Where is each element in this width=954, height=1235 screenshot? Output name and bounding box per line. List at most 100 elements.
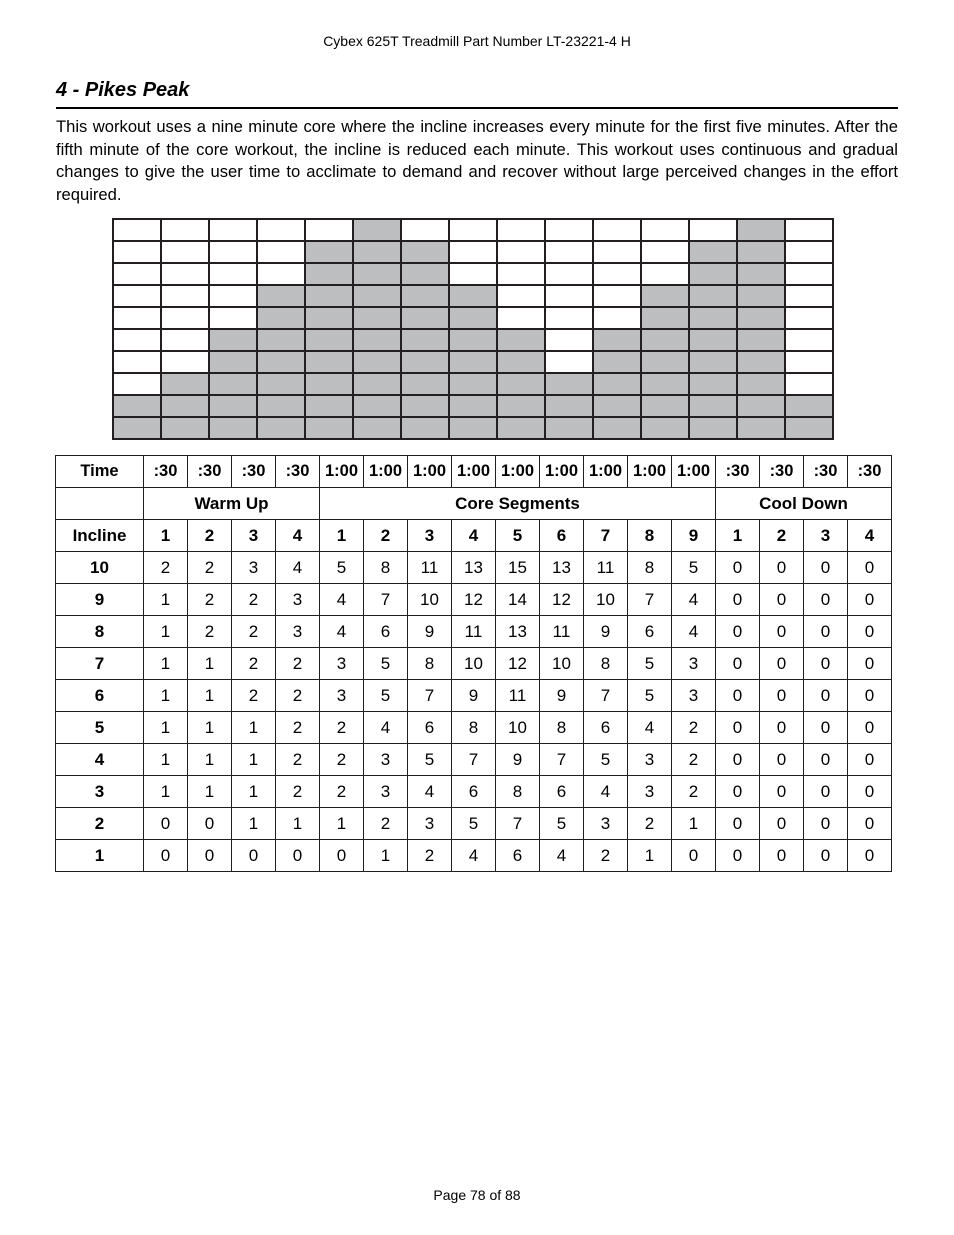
profile-cell-empty: [784, 372, 834, 396]
incline-value: 0: [715, 551, 760, 584]
profile-cell-empty: [544, 350, 594, 374]
profile-cell-filled: [400, 240, 450, 264]
incline-value: 9: [451, 679, 496, 712]
incline-value: 5: [451, 807, 496, 840]
incline-value: 11: [451, 615, 496, 648]
incline-value: 1: [671, 807, 716, 840]
time-cell: 1:00: [363, 455, 408, 488]
incline-table: Time:30:30:30:30 1:00 1:00 1:00 1:00 1:00 1:00…: [55, 455, 892, 872]
incline-value: 2: [275, 679, 320, 712]
profile-cell-empty: [784, 240, 834, 264]
level-cell: 10: [55, 551, 144, 584]
incline-value: 3: [627, 775, 672, 808]
incline-value: 2: [187, 583, 232, 616]
time-cell: 1:00: [627, 455, 672, 488]
incline-value: 3: [671, 647, 716, 680]
profile-cell-filled: [688, 306, 738, 330]
profile-row: [112, 306, 834, 330]
profile-cell-filled: [256, 350, 306, 374]
segment-row: Incline 1 2 3 4 1 2 3 4 5 6 7 8 9 1 2 3 4: [55, 519, 892, 552]
incline-value: 13: [451, 551, 496, 584]
profile-cell-empty: [496, 284, 546, 308]
incline-value: 6: [363, 615, 408, 648]
incline-value: 5: [583, 743, 628, 776]
incline-value: 12: [539, 583, 584, 616]
level-cell: 8: [55, 615, 144, 648]
incline-value: 5: [363, 679, 408, 712]
profile-cell-filled: [352, 218, 402, 242]
profile-cell-filled: [736, 262, 786, 286]
profile-cell-filled: [688, 262, 738, 286]
incline-value: 10: [407, 583, 452, 616]
profile-cell-filled: [208, 372, 258, 396]
incline-value: 0: [715, 743, 760, 776]
incline-value: 2: [187, 615, 232, 648]
incline-value: 12: [451, 583, 496, 616]
incline-value: 15: [495, 551, 540, 584]
profile-cell-filled: [496, 328, 546, 352]
profile-cell-empty: [112, 284, 162, 308]
profile-cell-filled: [400, 416, 450, 440]
incline-value: 1: [187, 679, 232, 712]
incline-value: 0: [231, 839, 276, 872]
profile-cell-filled: [160, 394, 210, 418]
profile-cell-filled: [640, 372, 690, 396]
incline-value: 1: [231, 775, 276, 808]
profile-cell-filled: [736, 284, 786, 308]
segment-number: 4: [275, 519, 320, 552]
profile-cell-filled: [592, 328, 642, 352]
incline-value: 4: [583, 775, 628, 808]
incline-value: 3: [583, 807, 628, 840]
incline-value: 6: [451, 775, 496, 808]
incline-value: 1: [187, 647, 232, 680]
profile-cell-filled: [784, 416, 834, 440]
profile-cell-empty: [592, 262, 642, 286]
incline-value: 5: [539, 807, 584, 840]
profile-cell-filled: [736, 306, 786, 330]
profile-cell-empty: [112, 306, 162, 330]
profile-cell-filled: [256, 416, 306, 440]
table-row: 9 1 2 2 3 4 7 10 12 14 12 10 7 4 0 0 0 0: [55, 583, 892, 616]
incline-value: 1: [231, 807, 276, 840]
profile-cell-filled: [496, 416, 546, 440]
incline-value: 0: [847, 775, 892, 808]
profile-cell-empty: [208, 306, 258, 330]
profile-cell-filled: [688, 416, 738, 440]
section-title: 4 - Pikes Peak: [56, 79, 190, 101]
profile-row: [112, 350, 834, 374]
profile-cell-empty: [784, 262, 834, 286]
time-cell: 1:00: [319, 455, 364, 488]
level-cell: 3: [55, 775, 144, 808]
time-cell: 1:00: [451, 455, 496, 488]
time-cell: :30: [275, 455, 320, 488]
incline-value: 1: [143, 583, 188, 616]
profile-cell-filled: [640, 416, 690, 440]
profile-cell-filled: [400, 372, 450, 396]
incline-value: 0: [803, 583, 848, 616]
profile-cell-filled: [400, 262, 450, 286]
incline-value: 0: [847, 839, 892, 872]
incline-value: 3: [363, 743, 408, 776]
level-cell: 5: [55, 711, 144, 744]
incline-value: 10: [451, 647, 496, 680]
incline-value: 1: [143, 711, 188, 744]
incline-value: 2: [231, 615, 276, 648]
profile-cell-filled: [736, 328, 786, 352]
time-cell: 1:00: [495, 455, 540, 488]
incline-value: 1: [143, 743, 188, 776]
incline-value: 0: [847, 807, 892, 840]
profile-cell-empty: [112, 350, 162, 374]
phase-header: Core Segments: [319, 487, 716, 520]
profile-cell-empty: [784, 284, 834, 308]
profile-cell-filled: [352, 416, 402, 440]
incline-value: 2: [363, 807, 408, 840]
incline-value: 2: [275, 775, 320, 808]
incline-value: 0: [847, 711, 892, 744]
profile-cell-empty: [304, 218, 354, 242]
profile-cell-empty: [208, 240, 258, 264]
profile-cell-filled: [592, 394, 642, 418]
time-cell: 1:00: [407, 455, 452, 488]
incline-value: 1: [143, 679, 188, 712]
incline-value: 3: [275, 615, 320, 648]
incline-value: 2: [275, 647, 320, 680]
